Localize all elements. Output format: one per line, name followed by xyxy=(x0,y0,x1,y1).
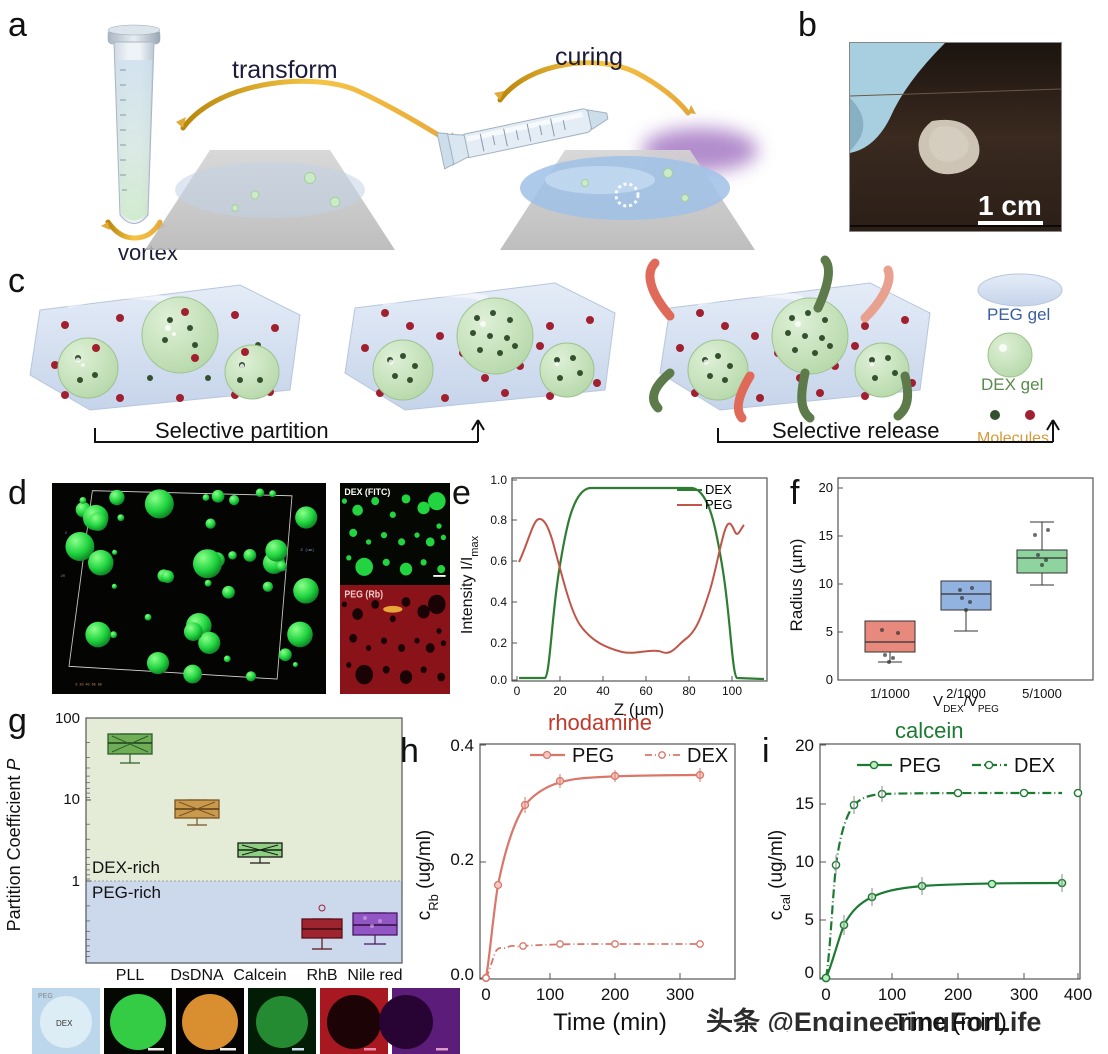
svg-text:20: 20 xyxy=(795,736,814,755)
svg-text:0.4: 0.4 xyxy=(450,736,474,755)
svg-text:PEG: PEG xyxy=(705,497,732,512)
svg-text:DEX-rich: DEX-rich xyxy=(92,858,160,877)
svg-text:10: 10 xyxy=(63,791,80,808)
svg-text:1: 1 xyxy=(72,873,80,890)
svg-text:200: 200 xyxy=(601,985,629,1004)
svg-text:10: 10 xyxy=(819,576,833,591)
svg-text:PEG: PEG xyxy=(572,745,614,767)
svg-text:ccal (ug/ml): ccal (ug/ml) xyxy=(766,830,793,921)
svg-text:Calcein: Calcein xyxy=(233,967,286,984)
svg-text:PEG: PEG xyxy=(899,755,941,777)
svg-text:DEX (FITC): DEX (FITC) xyxy=(344,487,390,497)
svg-text:0.0: 0.0 xyxy=(490,673,507,687)
svg-text:0.6: 0.6 xyxy=(490,554,507,568)
svg-text:0: 0 xyxy=(826,672,833,687)
svg-text:300: 300 xyxy=(666,985,694,1004)
svg-text:DEX: DEX xyxy=(705,482,732,497)
svg-text:Molecules: Molecules xyxy=(977,430,1049,447)
svg-text:1/1000: 1/1000 xyxy=(870,686,910,701)
svg-text:20: 20 xyxy=(60,575,65,579)
svg-text:DEX gel: DEX gel xyxy=(981,375,1043,394)
svg-text:0.0: 0.0 xyxy=(450,965,474,984)
svg-text:1.0: 1.0 xyxy=(490,473,507,487)
svg-text:Intensity I/Imax: Intensity I/Imax xyxy=(459,535,481,634)
svg-text:Radius (µm): Radius (µm) xyxy=(787,539,806,632)
svg-text:15: 15 xyxy=(819,528,833,543)
svg-text:100: 100 xyxy=(55,710,80,727)
svg-text:5: 5 xyxy=(826,624,833,639)
svg-text:Selective release: Selective release xyxy=(772,418,940,443)
svg-text:0.2: 0.2 xyxy=(450,850,474,869)
svg-text:80: 80 xyxy=(682,684,696,698)
svg-text:0.4: 0.4 xyxy=(490,595,507,609)
svg-text:PEG: PEG xyxy=(38,993,53,1000)
svg-text:0.8: 0.8 xyxy=(490,513,507,527)
svg-text:PEG (Rb): PEG (Rb) xyxy=(344,589,383,599)
svg-text:20: 20 xyxy=(819,480,833,495)
svg-text:0 20 40 60 80: 0 20 40 60 80 xyxy=(75,683,101,687)
svg-text:DsDNA: DsDNA xyxy=(170,967,224,984)
svg-text:DEX: DEX xyxy=(687,745,728,767)
svg-text:PLL: PLL xyxy=(116,967,145,984)
svg-text:cRb (ug/ml): cRb (ug/ml) xyxy=(414,830,441,921)
svg-text:PEG gel: PEG gel xyxy=(987,305,1050,324)
svg-text:5/1000: 5/1000 xyxy=(1022,686,1062,701)
svg-text:0.2: 0.2 xyxy=(490,636,507,650)
svg-text:Z (um): Z (um) xyxy=(301,548,315,553)
svg-text:VDEX/VPEG: VDEX/VPEG xyxy=(933,693,999,715)
svg-text:Time (min): Time (min) xyxy=(553,1009,667,1036)
svg-text:0: 0 xyxy=(481,985,490,1004)
svg-text:40: 40 xyxy=(596,684,610,698)
svg-text:Partition Coefficient P: Partition Coefficient P xyxy=(4,759,24,932)
svg-text:10: 10 xyxy=(795,852,814,871)
svg-text:100: 100 xyxy=(536,985,564,1004)
svg-text:transform: transform xyxy=(232,56,338,84)
svg-text:15: 15 xyxy=(795,794,814,813)
svg-text:0: 0 xyxy=(514,684,521,698)
svg-text:curing: curing xyxy=(555,43,623,71)
svg-text:5: 5 xyxy=(805,910,814,929)
svg-text:100: 100 xyxy=(722,684,742,698)
svg-text:PEG-rich: PEG-rich xyxy=(92,883,161,902)
svg-text:DEX: DEX xyxy=(56,1019,73,1028)
svg-text:Selective partition: Selective partition xyxy=(155,418,329,443)
svg-text:60: 60 xyxy=(639,684,653,698)
svg-text:RhB: RhB xyxy=(306,967,337,984)
svg-text:Nile red: Nile red xyxy=(347,967,402,984)
svg-text:20: 20 xyxy=(553,684,567,698)
svg-text:1 cm: 1 cm xyxy=(978,190,1042,221)
svg-text:0: 0 xyxy=(805,963,814,982)
svg-text:DEX: DEX xyxy=(1014,755,1055,777)
